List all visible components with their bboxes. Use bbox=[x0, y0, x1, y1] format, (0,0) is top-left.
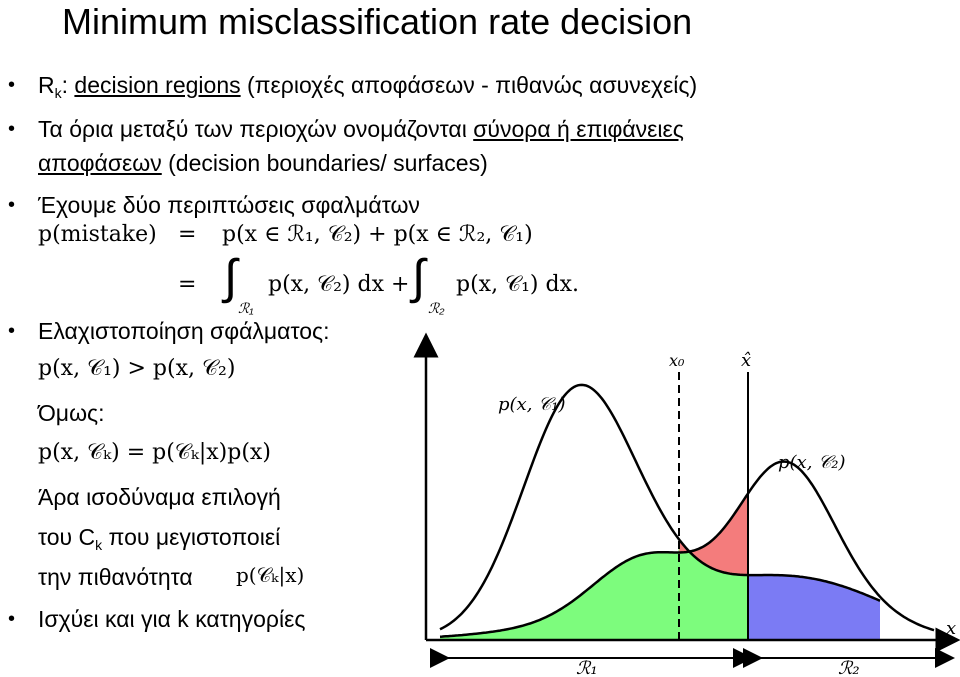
bullet-decision-regions: • Rk: decision regions (περιοχές αποφάσε… bbox=[8, 70, 698, 108]
label-R2: ℛ₂ bbox=[838, 658, 860, 677]
minimize-error-text: Ελαχιστοποίηση σφάλματος: bbox=[38, 318, 330, 344]
label-p-C2: p(x, 𝒞₂) bbox=[778, 452, 846, 473]
bullet-dot: • bbox=[8, 194, 16, 216]
bullet-k-classes: • Ισχύει και για k κατηγορίες bbox=[8, 604, 306, 634]
bullet-boundaries: • Τα όρια μεταξύ των περιοχών ονομάζοντα… bbox=[8, 114, 684, 144]
integral-limit-1: ℛ₁ bbox=[238, 300, 254, 316]
label-x0: x₀ bbox=[669, 351, 685, 370]
integral-body-1: p(x, 𝒞₂) dx + bbox=[268, 272, 410, 297]
boundaries-term-cont: αποφάσεων bbox=[38, 150, 162, 176]
region-subscript: k bbox=[54, 85, 62, 101]
slide-title: Minimum misclassification rate decision bbox=[62, 1, 693, 42]
formula-eq-2: = bbox=[178, 272, 197, 297]
red-region bbox=[679, 495, 748, 576]
integral-sign-2: ∫ bbox=[412, 251, 426, 304]
boundaries-english: (decision boundaries/ surfaces) bbox=[161, 150, 488, 176]
label-xhat: x̂ bbox=[741, 350, 751, 371]
bullet-dot: • bbox=[8, 74, 16, 96]
integral-limit-2: ℛ₂ bbox=[428, 300, 445, 316]
therefore-line2-pre: του C bbox=[38, 524, 96, 550]
label-x-axis: x bbox=[946, 618, 956, 639]
blue-region bbox=[748, 575, 880, 640]
two-errors-text: Έχουμε δύο περιπτώσεις σφαλμάτων bbox=[38, 192, 420, 218]
bullet-minimize-error: • Ελαχιστοποίηση σφάλματος: bbox=[8, 316, 330, 346]
decision-regions-term: decision regions bbox=[74, 72, 241, 98]
curve-class1 bbox=[439, 383, 881, 631]
boundaries-term: σύνορα ή επιφάνειες bbox=[473, 116, 684, 142]
formula-term1: p(x ∈ ℛ₁, 𝒞₂) + p(x ∈ ℛ₂, 𝒞₁) bbox=[222, 222, 533, 247]
colon: : bbox=[61, 72, 75, 98]
boundaries-text: Τα όρια μεταξύ των περιοχών ονομάζονται bbox=[38, 116, 474, 142]
formula-bayes: p(x, 𝒞ₖ) = p(𝒞ₖ|x)p(x) bbox=[38, 440, 271, 465]
label-R1: ℛ₁ bbox=[576, 658, 598, 677]
formula-mistake-lhs: p(mistake) bbox=[38, 222, 157, 247]
decision-regions-desc: (περιοχές αποφάσεων - πιθανώς ασυνεχείς) bbox=[240, 72, 698, 98]
formula-inequality: p(x, 𝒞₁) > p(x, 𝒞₂) bbox=[38, 356, 236, 381]
therefore-line1: Άρα ισοδύναμα επιλογή bbox=[38, 484, 281, 510]
bullet-two-errors: • Έχουμε δύο περιπτώσεις σφαλμάτων bbox=[8, 190, 420, 220]
bullet-dot: • bbox=[8, 608, 16, 630]
therefore-line2: του Ck που μεγιστοποιεί bbox=[38, 522, 280, 560]
k-classes-text: Ισχύει και για k κατηγορίες bbox=[38, 606, 306, 632]
green-region bbox=[440, 540, 748, 640]
bullet-boundaries-line2: αποφάσεων (decision boundaries/ surfaces… bbox=[38, 148, 488, 178]
therefore-line3: την πιθανότητα bbox=[38, 564, 193, 590]
class-subscript: k bbox=[95, 537, 103, 553]
label-p-C1: p(x, 𝒞₁) bbox=[498, 394, 566, 415]
bullet-dot: • bbox=[8, 320, 16, 342]
therefore-line2-post: που μεγιστοποιεί bbox=[102, 524, 281, 550]
integral-body-2: p(x, 𝒞₁) dx. bbox=[456, 272, 579, 297]
integral-sign-1: ∫ bbox=[224, 251, 238, 304]
region-symbol: R bbox=[38, 72, 55, 98]
formula-posterior: p(𝒞ₖ|x) bbox=[236, 563, 305, 587]
curve-class2 bbox=[439, 460, 935, 638]
bullet-dot: • bbox=[8, 118, 16, 140]
however-label: Όμως: bbox=[38, 400, 105, 426]
formula-eq-1: = bbox=[178, 222, 197, 247]
